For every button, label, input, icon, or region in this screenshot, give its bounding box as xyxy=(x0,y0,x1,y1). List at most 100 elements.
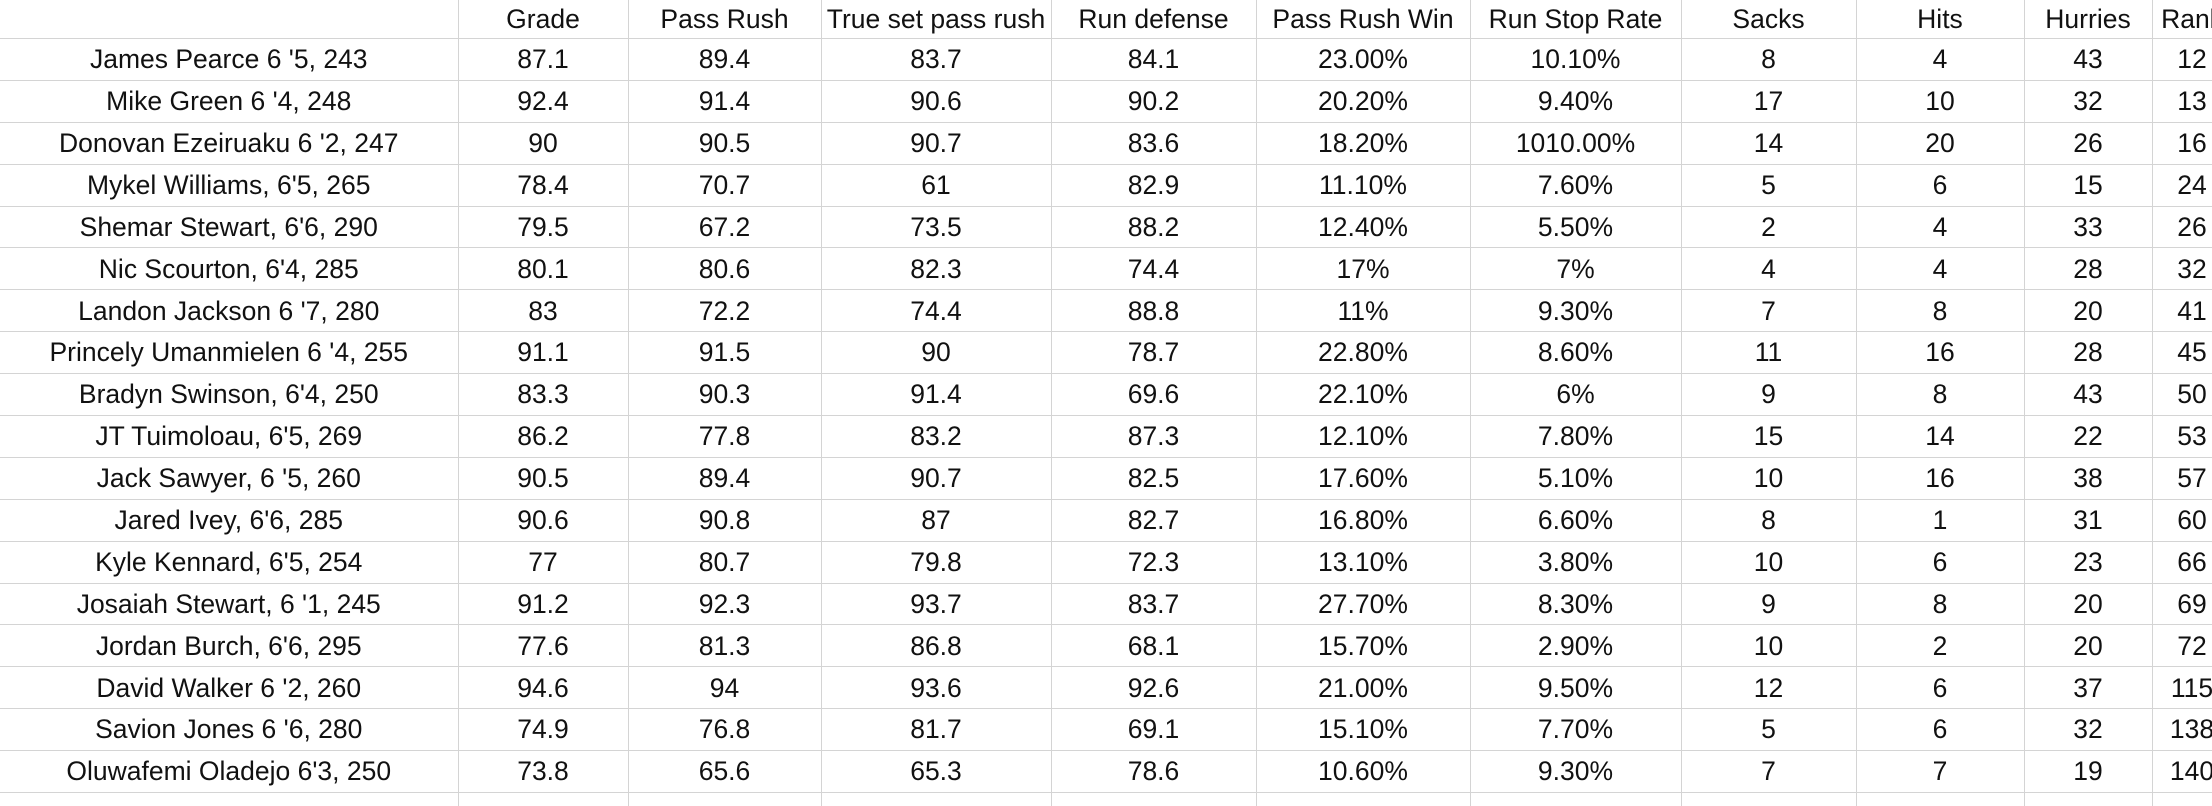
data-cell[interactable]: 15 xyxy=(2024,164,2153,207)
data-cell[interactable]: 90 xyxy=(458,122,629,165)
data-cell[interactable]: 12 xyxy=(1681,666,1857,710)
empty-cell[interactable] xyxy=(1470,792,1682,806)
empty-cell[interactable] xyxy=(2024,792,2153,806)
data-cell[interactable]: 80.6 xyxy=(628,247,822,291)
data-cell[interactable]: 69 xyxy=(2152,583,2212,626)
data-cell[interactable]: 90 xyxy=(821,331,1052,375)
empty-cell[interactable] xyxy=(0,792,459,806)
data-cell[interactable]: 9.40% xyxy=(1470,80,1682,123)
data-cell[interactable]: 4 xyxy=(1856,247,2025,291)
empty-cell[interactable] xyxy=(1681,792,1857,806)
data-cell[interactable]: 9.30% xyxy=(1470,750,1682,794)
data-cell[interactable]: 20 xyxy=(2024,583,2153,626)
data-cell[interactable]: 10.10% xyxy=(1470,38,1682,81)
column-header[interactable]: Pass Rush xyxy=(628,0,822,39)
column-header[interactable]: Grade xyxy=(458,0,629,39)
data-cell[interactable]: 12.40% xyxy=(1256,206,1471,249)
data-cell[interactable]: 28 xyxy=(2024,331,2153,375)
data-cell[interactable]: 93.7 xyxy=(821,583,1052,626)
player-name-cell[interactable]: Oluwafemi Oladejo 6'3, 250 xyxy=(0,750,459,794)
data-cell[interactable]: 16 xyxy=(1856,331,2025,375)
data-cell[interactable]: 138 xyxy=(2152,708,2212,752)
data-cell[interactable]: 65.6 xyxy=(628,750,822,794)
player-name-cell[interactable]: Bradyn Swinson, 6'4, 250 xyxy=(0,373,459,417)
data-cell[interactable]: 83.7 xyxy=(1051,583,1257,626)
data-cell[interactable]: 2 xyxy=(1681,206,1857,249)
data-cell[interactable]: 86.2 xyxy=(458,415,629,458)
data-cell[interactable]: 43 xyxy=(2024,38,2153,81)
column-header[interactable]: Hurries xyxy=(2024,0,2153,39)
data-cell[interactable]: 3.80% xyxy=(1470,541,1682,584)
data-cell[interactable]: 6 xyxy=(1856,708,2025,752)
data-cell[interactable]: 10 xyxy=(1681,624,1857,668)
data-cell[interactable]: 70.7 xyxy=(628,164,822,207)
column-header[interactable]: Rank xyxy=(2152,0,2212,39)
data-cell[interactable]: 72.3 xyxy=(1051,541,1257,584)
data-cell[interactable]: 80.1 xyxy=(458,247,629,291)
data-cell[interactable]: 7.80% xyxy=(1470,415,1682,458)
column-header[interactable] xyxy=(0,0,459,39)
data-cell[interactable]: 11 xyxy=(1681,331,1857,375)
data-cell[interactable]: 82.3 xyxy=(821,247,1052,291)
data-cell[interactable]: 10.60% xyxy=(1256,750,1471,794)
data-cell[interactable]: 53 xyxy=(2152,415,2212,458)
data-cell[interactable]: 20.20% xyxy=(1256,80,1471,123)
data-cell[interactable]: 93.6 xyxy=(821,666,1052,710)
data-cell[interactable]: 140 xyxy=(2152,750,2212,794)
data-cell[interactable]: 2 xyxy=(1856,624,2025,668)
data-cell[interactable]: 88.8 xyxy=(1051,289,1257,333)
data-cell[interactable]: 83.6 xyxy=(1051,122,1257,165)
data-cell[interactable]: 43 xyxy=(2024,373,2153,417)
data-cell[interactable]: 7% xyxy=(1470,247,1682,291)
data-cell[interactable]: 78.6 xyxy=(1051,750,1257,794)
data-cell[interactable]: 17.60% xyxy=(1256,457,1471,500)
data-cell[interactable]: 77.8 xyxy=(628,415,822,458)
data-cell[interactable]: 60 xyxy=(2152,499,2212,542)
data-cell[interactable]: 69.1 xyxy=(1051,708,1257,752)
data-cell[interactable]: 18.20% xyxy=(1256,122,1471,165)
data-cell[interactable]: 78.4 xyxy=(458,164,629,207)
data-cell[interactable]: 38 xyxy=(2024,457,2153,500)
data-cell[interactable]: 20 xyxy=(1856,122,2025,165)
data-cell[interactable]: 6 xyxy=(1856,666,2025,710)
data-cell[interactable]: 15.70% xyxy=(1256,624,1471,668)
data-cell[interactable]: 11.10% xyxy=(1256,164,1471,207)
data-cell[interactable]: 69.6 xyxy=(1051,373,1257,417)
data-cell[interactable]: 90.6 xyxy=(821,80,1052,123)
data-cell[interactable]: 27.70% xyxy=(1256,583,1471,626)
data-cell[interactable]: 10 xyxy=(1856,80,2025,123)
data-cell[interactable]: 15.10% xyxy=(1256,708,1471,752)
data-cell[interactable]: 15 xyxy=(1681,415,1857,458)
data-cell[interactable]: 22 xyxy=(2024,415,2153,458)
data-cell[interactable]: 26 xyxy=(2024,122,2153,165)
player-name-cell[interactable]: Jack Sawyer, 6 '5, 260 xyxy=(0,457,459,500)
player-name-cell[interactable]: Landon Jackson 6 '7, 280 xyxy=(0,289,459,333)
data-cell[interactable]: 41 xyxy=(2152,289,2212,333)
data-cell[interactable]: 88.2 xyxy=(1051,206,1257,249)
data-cell[interactable]: 90.3 xyxy=(628,373,822,417)
data-cell[interactable]: 94.6 xyxy=(458,666,629,710)
data-cell[interactable]: 24 xyxy=(2152,164,2212,207)
data-cell[interactable]: 6% xyxy=(1470,373,1682,417)
data-cell[interactable]: 32 xyxy=(2024,80,2153,123)
data-cell[interactable]: 11% xyxy=(1256,289,1471,333)
data-cell[interactable]: 6 xyxy=(1856,164,2025,207)
data-cell[interactable]: 50 xyxy=(2152,373,2212,417)
data-cell[interactable]: 9 xyxy=(1681,583,1857,626)
player-name-cell[interactable]: Donovan Ezeiruaku 6 '2, 247 xyxy=(0,122,459,165)
data-cell[interactable]: 14 xyxy=(1856,415,2025,458)
data-cell[interactable]: 81.3 xyxy=(628,624,822,668)
data-cell[interactable]: 81.7 xyxy=(821,708,1052,752)
column-header[interactable]: True set pass rush xyxy=(821,0,1052,39)
empty-cell[interactable] xyxy=(1856,792,2025,806)
data-cell[interactable]: 83.3 xyxy=(458,373,629,417)
empty-cell[interactable] xyxy=(458,792,629,806)
data-cell[interactable]: 74.4 xyxy=(821,289,1052,333)
player-name-cell[interactable]: Princely Umanmielen 6 '4, 255 xyxy=(0,331,459,375)
data-cell[interactable]: 33 xyxy=(2024,206,2153,249)
data-cell[interactable]: 90.7 xyxy=(821,122,1052,165)
data-cell[interactable]: 8.60% xyxy=(1470,331,1682,375)
data-cell[interactable]: 8 xyxy=(1856,373,2025,417)
data-cell[interactable]: 90.5 xyxy=(458,457,629,500)
data-cell[interactable]: 28 xyxy=(2024,247,2153,291)
